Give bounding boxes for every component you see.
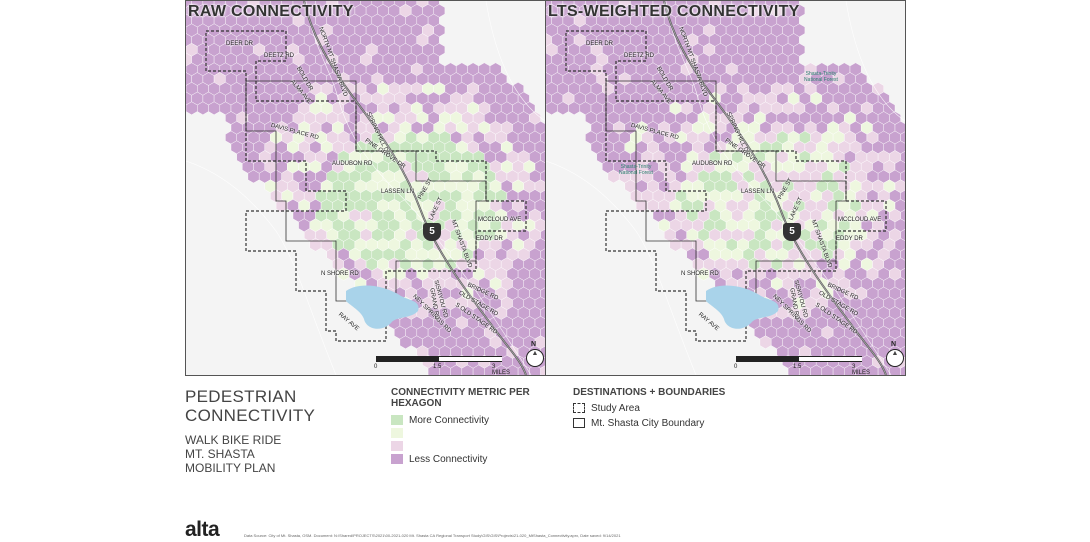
street-label: DEETZ RD [624,53,654,59]
street-label: EDDY DR [476,236,503,242]
interstate-5-shield: 5 [423,223,441,241]
subtitle-line-2: MT. SHASTA [185,447,255,461]
north-label: N [531,341,537,348]
street-label: DEER DR [586,41,614,47]
street-label: MCCLOUD AVE [838,217,882,223]
scale-label: 0 [374,364,378,370]
legend-item [391,440,551,452]
legend-swatch [391,428,403,438]
map-lts-weighted-connectivity[interactable]: LTS-WEIGHTED CONNECTIVITY Shasta-Trinity… [545,0,906,376]
legend-label: More Connectivity [409,414,490,426]
solid-boundary-icon [573,418,585,428]
alta-logo: alta [185,518,220,541]
subtitle-line-1: WALK BIKE RIDE [185,433,282,447]
street-label: MCCLOUD AVE [478,217,522,223]
legend-swatch [391,415,403,425]
scale-label: 3 MILES [492,364,511,376]
north-arrow-icon: N ▲ [526,341,544,367]
street-label: EDDY DR [836,236,863,242]
hexagon-cell [900,365,905,375]
connectivity-legend: CONNECTIVITY METRIC PER HEXAGON More Con… [391,387,551,465]
scale-bar: 0 1.5 3 MILES [374,356,510,375]
street-label: AUDUBON RD [692,161,733,167]
map-title: RAW CONNECTIVITY [188,3,354,20]
destinations-legend: DESTINATIONS + BOUNDARIES Study Area Mt.… [573,387,743,429]
dashed-boundary-icon [573,403,585,413]
scale-label: 3 MILES [852,364,871,376]
data-source-note: Data Source: City of Mt. Shasta, OSM. Do… [244,533,621,538]
legend-swatch [391,441,403,451]
subtitle-line-3: MOBILITY PLAN [185,461,276,475]
title-line-2: CONNECTIVITY [185,406,316,425]
destinations-heading: DESTINATIONS + BOUNDARIES [573,387,726,398]
hexagon-cell [540,365,545,375]
title-block: PEDESTRIAN CONNECTIVITY WALK BIKE RIDE M… [185,387,315,475]
legend-item: More Connectivity [391,414,551,426]
legend-label: Less Connectivity [409,453,488,465]
legend-item: Study Area [573,402,743,414]
legend-label: Study Area [591,402,640,414]
map-title: LTS-WEIGHTED CONNECTIVITY [548,3,800,20]
north-label: N [891,341,897,348]
street-label: LASSEN LN [381,189,415,195]
forest-label: Shasta-Trinity National Forest [804,71,838,83]
map-canvas [186,1,545,375]
street-label: N SHORE RD [681,271,719,277]
legend-item: Less Connectivity [391,453,551,465]
title-line-1: PEDESTRIAN [185,387,297,406]
street-label: N SHORE RD [321,271,359,277]
scale-label: 1.5 [793,364,802,370]
map-raw-connectivity[interactable]: RAW CONNECTIVITY 5 DEER DR DEETZ RD BOLD… [185,0,546,376]
legend-heading: CONNECTIVITY METRIC PER HEXAGON [391,387,530,409]
legend-item [391,427,551,439]
forest-label: Shasta-Trinity National Forest [619,164,653,176]
map-canvas [546,1,905,375]
legend-label: Mt. Shasta City Boundary [591,417,705,429]
street-label: DEER DR [226,41,254,47]
scale-label: 0 [734,364,738,370]
north-arrow-icon: N ▲ [886,341,904,367]
legend-swatch [391,454,403,464]
legend-item: Mt. Shasta City Boundary [573,417,743,429]
interstate-5-shield: 5 [783,223,801,241]
scale-label: 1.5 [433,364,442,370]
street-label: LASSEN LN [741,189,775,195]
street-label: DEETZ RD [264,53,294,59]
street-label: AUDUBON RD [332,161,373,167]
scale-bar: 0 1.5 3 MILES [734,356,870,375]
